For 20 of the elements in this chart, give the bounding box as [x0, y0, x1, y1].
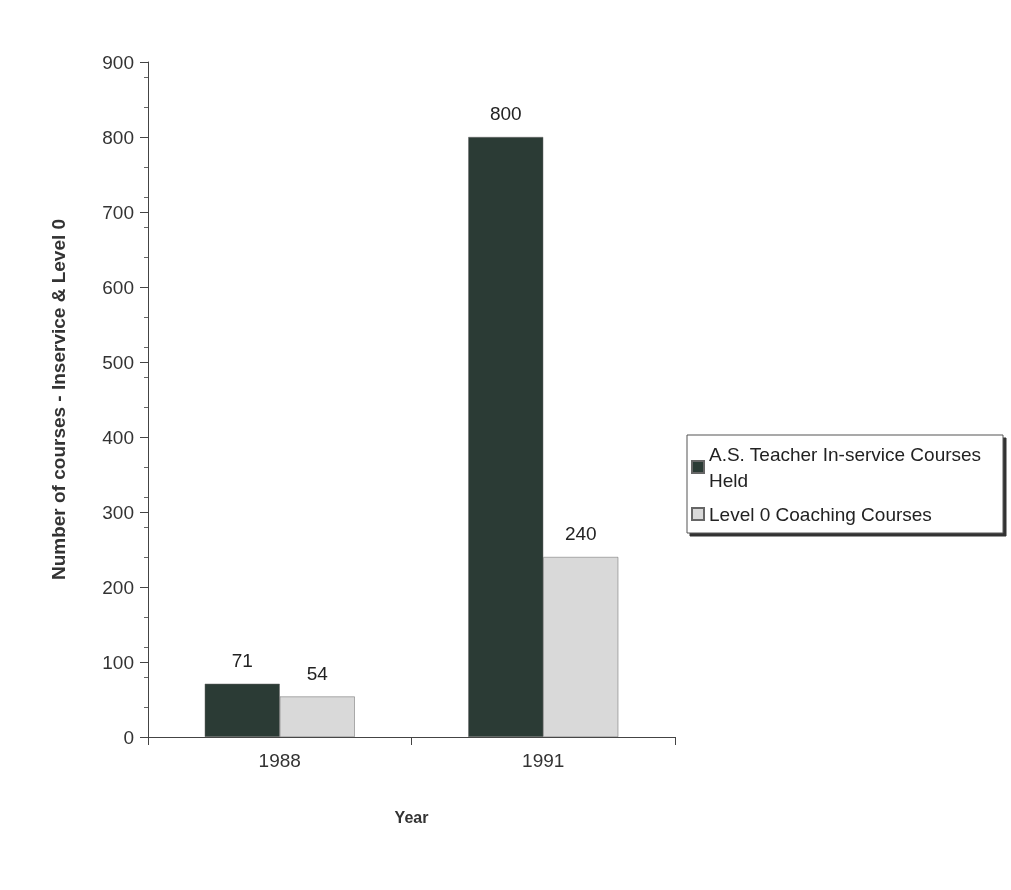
data-label: 240 [564, 523, 597, 544]
data-label: 800 [489, 103, 522, 124]
legend-label: A.S. Teacher In-service Courses Held [709, 443, 987, 491]
y-tick-label: 300 [102, 501, 134, 523]
y-tick-label: 800 [102, 126, 134, 148]
y-tick-label: 900 [102, 51, 134, 73]
y-axis-title: Number of courses - Inservice & Level 0 [48, 218, 69, 581]
x-tick-label: 1988 [258, 750, 301, 771]
y-tick-label: 700 [102, 201, 134, 223]
x-axis-title: Year [394, 808, 429, 826]
y-tick-label: 500 [102, 351, 134, 373]
data-label: 54 [306, 662, 329, 684]
y-tick-label: 100 [102, 651, 134, 673]
y-tick-label: 400 [102, 426, 134, 448]
y-tick-label: 0 [123, 726, 134, 748]
x-tick-label: 1991 [522, 750, 565, 771]
data-label: 71 [231, 649, 253, 671]
y-tick-label: 200 [102, 576, 134, 598]
y-tick-label: 600 [102, 276, 134, 298]
legend-label: Level 0 Coaching Courses [709, 503, 932, 525]
